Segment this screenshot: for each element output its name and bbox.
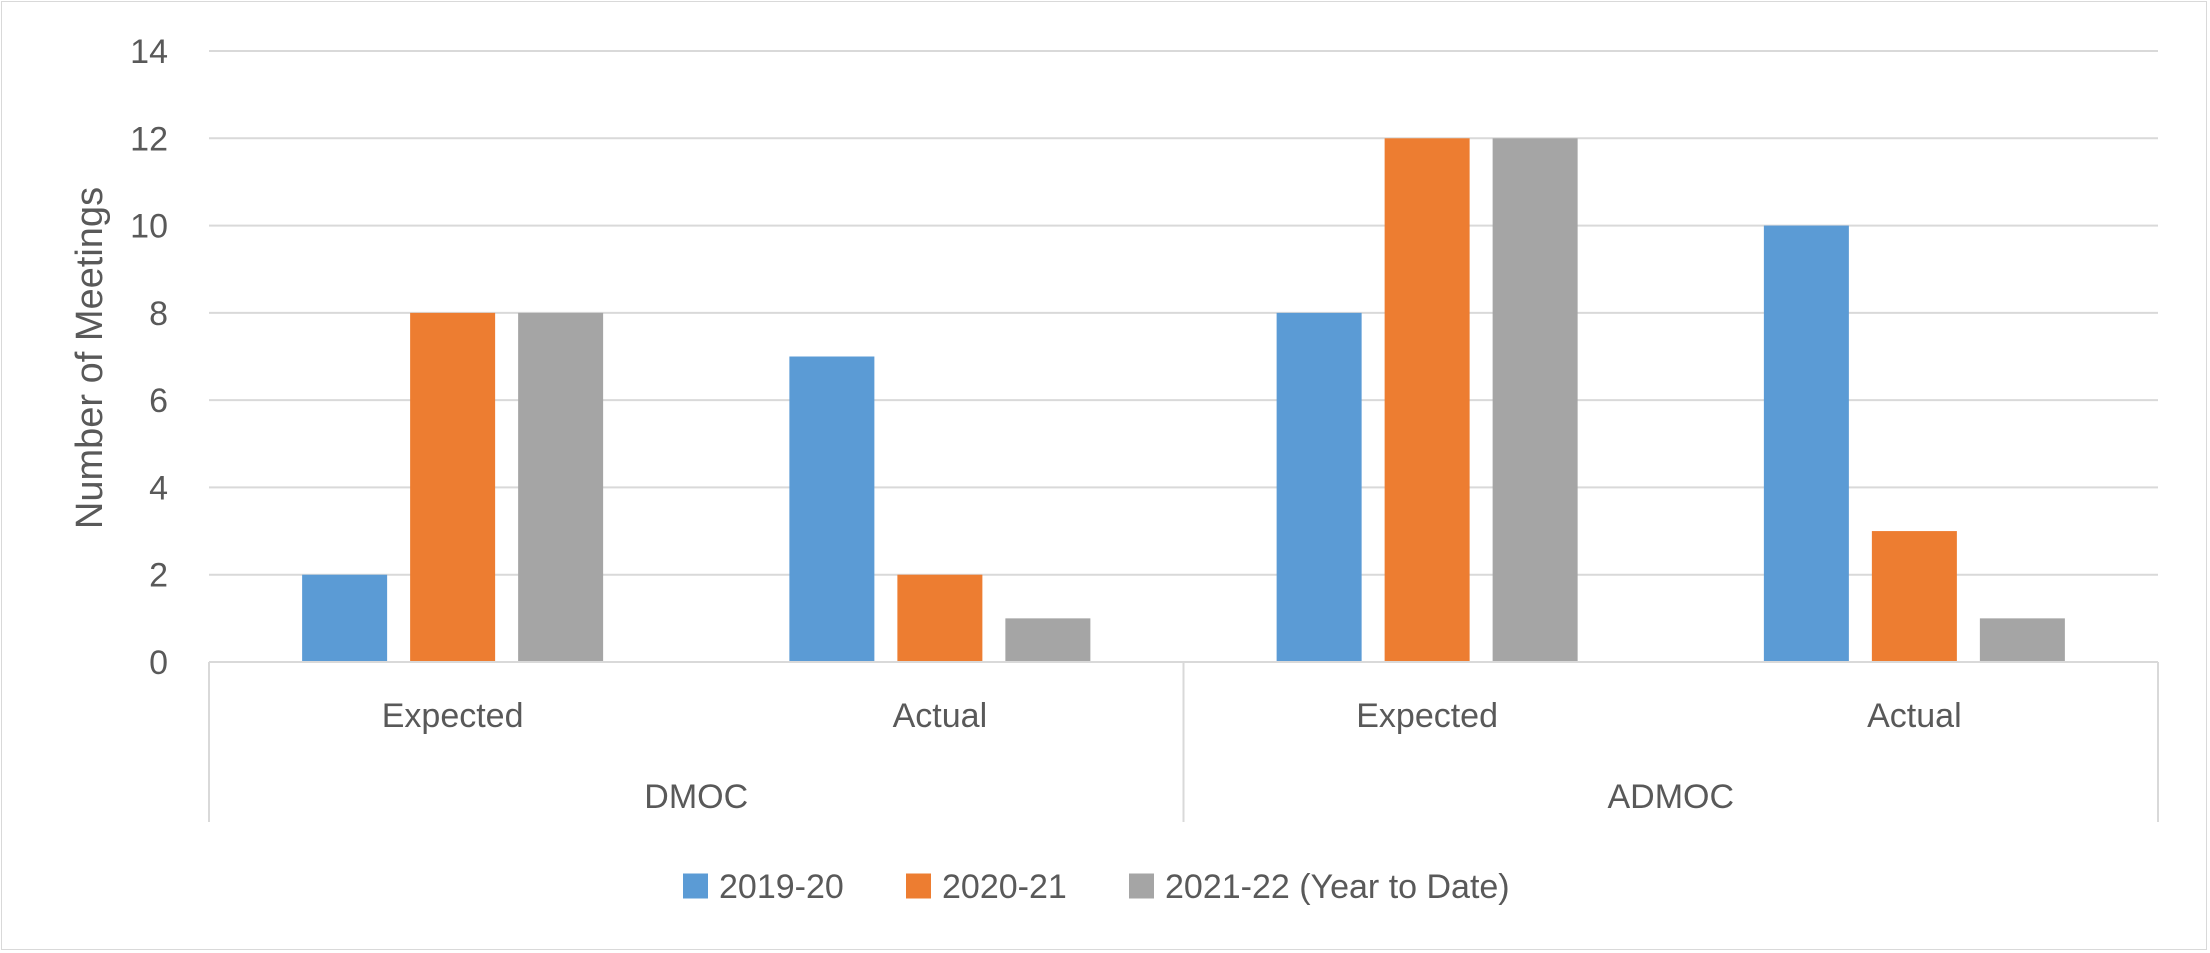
y-tick-label: 8 (149, 295, 168, 333)
x-category-label: Actual (893, 697, 988, 735)
x-category-label: Expected (382, 697, 524, 735)
x-category-label: Actual (1867, 697, 1962, 735)
bar (410, 312, 496, 662)
y-tick-labels: 0 2 4 6 8 10 12 14 (130, 33, 168, 682)
bar (1005, 618, 1091, 662)
legend-label: 2020-21 (942, 868, 1067, 906)
legend-swatch (906, 873, 931, 899)
y-tick-label: 2 (149, 557, 168, 595)
x-group-label: DMOC (644, 778, 748, 816)
bar (1979, 618, 2065, 662)
legend-label: 2019-20 (719, 868, 844, 906)
y-tick-label: 14 (130, 33, 168, 71)
bar (897, 574, 983, 662)
y-tick-label: 6 (149, 382, 168, 420)
bar (789, 356, 875, 662)
bar (518, 312, 604, 662)
x-group-label: ADMOC (1607, 778, 1734, 816)
y-tick-label: 12 (130, 120, 168, 158)
x-category-label: Expected (1356, 697, 1498, 735)
legend-swatch (1129, 873, 1154, 899)
bar (1871, 531, 1957, 662)
y-tick-label: 4 (149, 469, 168, 507)
legend-swatch (683, 873, 708, 899)
y-tick-label: 10 (130, 208, 168, 246)
y-tick-label: 0 (149, 644, 168, 682)
legend: 2019-20 2020-21 2021-22 (Year to Date) (683, 868, 1510, 906)
legend-label: 2021-22 (Year to Date) (1165, 868, 1510, 906)
bar (1384, 138, 1470, 663)
bar (1276, 312, 1362, 662)
x-axis: Expected Actual Expected Actual DMOC ADMOC (208, 661, 2159, 822)
bar (1492, 138, 1578, 663)
bar (1763, 225, 1849, 663)
gridlines (209, 50, 2158, 663)
bars (302, 138, 2065, 663)
bar (302, 574, 388, 662)
y-axis-title: Number of Meetings (69, 187, 111, 529)
